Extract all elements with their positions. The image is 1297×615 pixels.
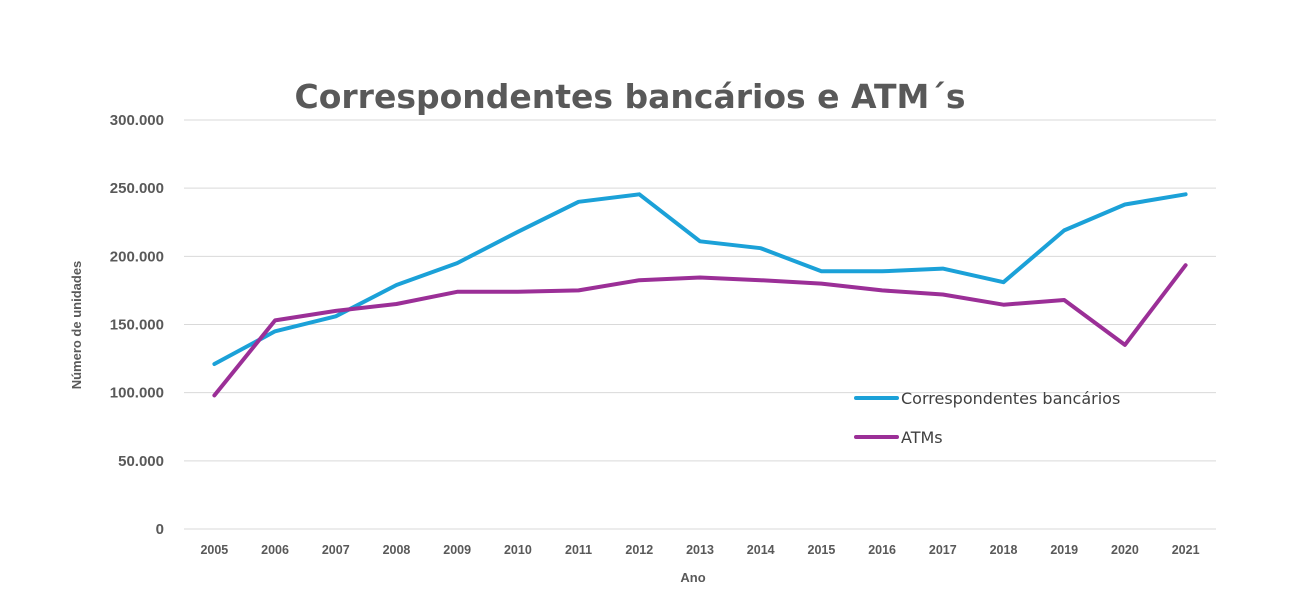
x-tick-label: 2015: [808, 543, 836, 557]
legend-label-correspondentes: Correspondentes bancários: [901, 389, 1120, 408]
x-tick-label: 2007: [322, 543, 350, 557]
series-line-correspondentes: [212, 192, 1188, 366]
x-tick-label: 2014: [747, 543, 775, 557]
series-line-atms: [212, 263, 1188, 398]
y-tick-label: 0: [156, 521, 164, 538]
legend-label-atms: ATMs: [901, 428, 943, 447]
x-axis-label: Ano: [680, 570, 705, 585]
x-tick-label: 2021: [1172, 543, 1200, 557]
legend: Correspondentes bancários ATMs: [854, 389, 1120, 447]
y-tick-label: 300.000: [110, 112, 164, 129]
gridlines: [184, 119, 1216, 530]
x-tick-label: 2008: [383, 543, 411, 557]
x-tick-label: 2017: [929, 543, 957, 557]
series-lines: [212, 192, 1188, 398]
x-tick-label: 2009: [443, 543, 471, 557]
chart-title: Correspondentes bancários e ATM´s: [295, 77, 966, 116]
x-tick-label: 2005: [200, 543, 228, 557]
x-axis-ticks: 2005 2006 2007 2008 2009 2010 2011 2012 2013 2014…: [200, 543, 1199, 557]
x-tick-label: 2006: [261, 543, 289, 557]
y-tick-label: 50.000: [118, 453, 164, 470]
y-tick-label: 200.000: [110, 248, 164, 265]
y-axis-label: Número de unidades: [69, 261, 84, 390]
x-tick-label: 2019: [1050, 543, 1078, 557]
x-tick-label: 2010: [504, 543, 532, 557]
x-tick-label: 2012: [625, 543, 653, 557]
y-tick-label: 100.000: [110, 385, 164, 402]
x-tick-label: 2018: [990, 543, 1018, 557]
y-tick-label: 150.000: [110, 317, 164, 334]
x-tick-label: 2016: [868, 543, 896, 557]
y-axis-ticks: 0 50.000 100.000 150.000 200.000 250.000 300.0…: [110, 112, 164, 538]
x-tick-label: 2013: [686, 543, 714, 557]
y-tick-label: 250.000: [110, 180, 164, 197]
x-tick-label: 2011: [565, 543, 592, 557]
x-tick-label: 2020: [1111, 543, 1139, 557]
